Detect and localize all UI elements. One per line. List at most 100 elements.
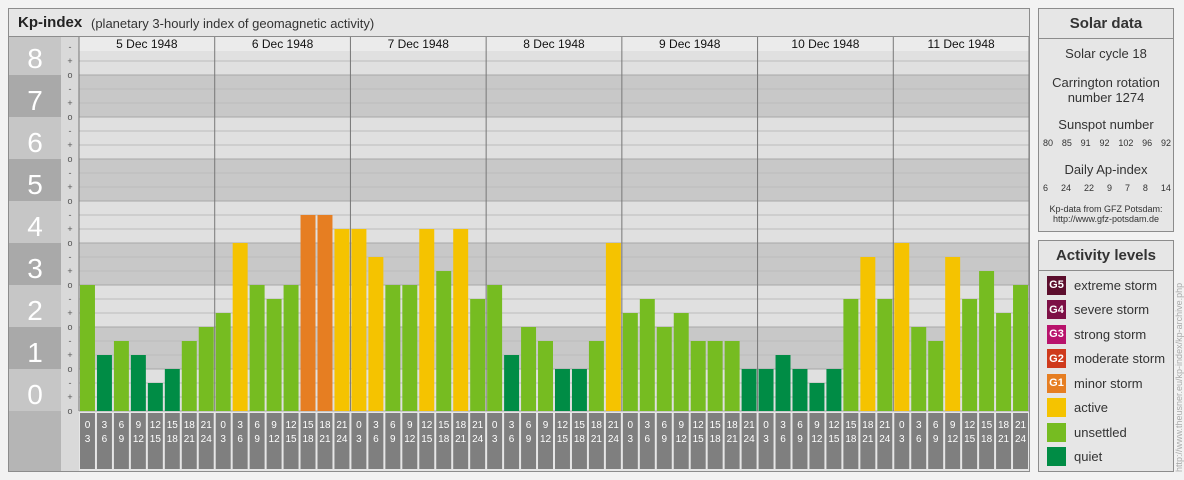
interval-cell	[249, 413, 265, 469]
minor-tick-mark: -	[69, 294, 72, 304]
interval-cell	[181, 413, 197, 469]
interval-start-label: 6	[119, 420, 125, 431]
interval-start-label: 0	[492, 420, 498, 431]
interval-end-label: 6	[645, 434, 651, 445]
interval-cell	[504, 413, 520, 469]
interval-end-label: 15	[693, 434, 705, 445]
interval-start-label: 6	[254, 420, 260, 431]
interval-end-label: 21	[727, 434, 739, 445]
legend-label: minor storm	[1074, 375, 1143, 391]
y-tick-label: 8	[27, 43, 43, 74]
kp-bar	[368, 256, 384, 411]
solar-cycle: Solar cycle 18	[1065, 46, 1147, 61]
y-tick-label: 5	[27, 169, 43, 200]
interval-end-label: 3	[85, 434, 91, 445]
interval-end-label: 3	[356, 434, 362, 445]
interval-cell	[470, 413, 486, 469]
sunspot-number: 96	[1142, 138, 1153, 148]
level-band	[79, 75, 1029, 117]
interval-end-label: 9	[526, 434, 532, 445]
kp-bar	[453, 229, 469, 411]
legend-label: unsettled	[1074, 424, 1127, 440]
interval-start-label: 6	[661, 420, 667, 431]
interval-cell	[860, 413, 876, 469]
legend-item: active	[1047, 398, 1108, 418]
interval-cell	[130, 413, 146, 469]
day-label: 8 Dec 1948	[523, 37, 585, 51]
kp-bar	[673, 313, 689, 411]
interval-cell	[741, 413, 757, 469]
interval-start-label: 15	[574, 420, 586, 431]
interval-start-label: 0	[85, 420, 91, 431]
interval-cell	[385, 413, 401, 469]
interval-start-label: 0	[899, 420, 905, 431]
interval-start-label: 18	[862, 420, 874, 431]
interval-end-label: 15	[557, 434, 569, 445]
y-band	[9, 117, 61, 159]
activity-levels-title: Activity levels	[1039, 241, 1173, 271]
interval-cell	[996, 413, 1012, 469]
interval-cell	[334, 413, 350, 469]
interval-start-label: 18	[184, 420, 196, 431]
interval-start-label: 3	[373, 420, 379, 431]
y-band	[9, 243, 61, 285]
interval-end-label: 18	[710, 434, 722, 445]
interval-start-label: 18	[591, 420, 603, 431]
y-tick-label: 3	[27, 253, 43, 284]
interval-end-label: 9	[390, 434, 396, 445]
legend-swatch	[1047, 398, 1066, 417]
interval-cell	[283, 413, 299, 469]
interval-cell	[928, 413, 944, 469]
y-band	[9, 159, 61, 201]
interval-end-label: 21	[591, 434, 603, 445]
interval-end-label: 24	[201, 434, 213, 445]
kp-bar	[622, 313, 638, 411]
interval-end-label: 12	[676, 434, 688, 445]
interval-end-label: 18	[845, 434, 857, 445]
legend-label: severe storm	[1074, 302, 1150, 317]
interval-end-label: 6	[237, 434, 243, 445]
interval-start-label: 0	[220, 420, 226, 431]
minor-tick-mark: +	[67, 266, 72, 276]
interval-cell	[809, 413, 825, 469]
interval-start-label: 21	[608, 420, 620, 431]
solar-data-title: Solar data	[1039, 9, 1173, 39]
interval-start-label: 15	[845, 420, 857, 431]
minor-tick-mark: +	[67, 392, 72, 402]
level-band	[79, 243, 1029, 285]
interval-cell	[113, 413, 129, 469]
y-tick-label: 7	[27, 85, 43, 116]
kp-bar	[775, 355, 791, 411]
legend-item: quiet	[1047, 447, 1102, 467]
kp-bar	[181, 340, 197, 411]
interval-start-label: 12	[421, 420, 433, 431]
interval-start-label: 0	[763, 420, 769, 431]
minor-tick-mark: o	[67, 406, 72, 416]
interval-cell	[571, 413, 587, 469]
kp-bar	[724, 340, 740, 411]
minor-tick-mark: o	[67, 70, 72, 80]
interval-cell	[622, 413, 638, 469]
interval-cell	[317, 413, 333, 469]
kp-bar	[792, 369, 808, 411]
interval-end-label: 3	[628, 434, 634, 445]
kp-bar	[911, 327, 927, 411]
legend-item: G2 moderate storm	[1047, 349, 1165, 369]
kp-bar	[487, 285, 503, 411]
interval-cell	[436, 413, 452, 469]
chart-header: Kp-index (planetary 3-hourly index of ge…	[9, 9, 1029, 37]
interval-cell	[962, 413, 978, 469]
interval-end-label: 24	[1015, 434, 1027, 445]
interval-end-label: 21	[862, 434, 874, 445]
source-link[interactable]: http://www.gfz-potsdam.de	[1052, 214, 1160, 224]
sunspot-label: Sunspot number	[1058, 117, 1154, 132]
kp-bar	[249, 285, 265, 411]
interval-cell	[555, 413, 570, 469]
interval-start-label: 15	[302, 420, 314, 431]
ap-value: 6	[1043, 183, 1049, 193]
interval-start-label: 9	[407, 420, 413, 431]
interval-end-label: 6	[780, 434, 786, 445]
minor-tick-mark: +	[67, 350, 72, 360]
legend-swatch: G3	[1047, 324, 1066, 344]
sunspot-numbers: 80 85 91 92 102 96 92	[1043, 138, 1171, 148]
